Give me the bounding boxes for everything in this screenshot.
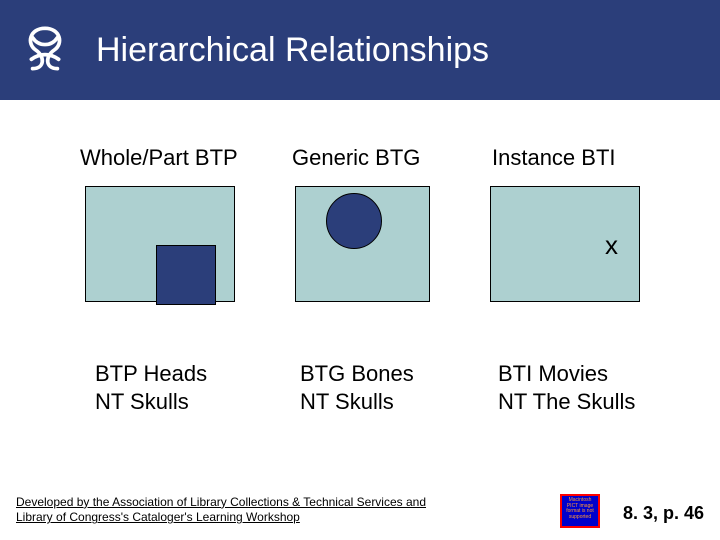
- footer: Developed by the Association of Library …: [0, 480, 720, 540]
- page-ref: 8. 3, p. 46: [623, 503, 704, 524]
- slide-title: Hierarchical Relationships: [96, 31, 489, 70]
- footer-credit: Developed by the Association of Library …: [16, 495, 426, 526]
- col1-label: Whole/Part BTP: [80, 145, 238, 171]
- col2-lower-line1: BTG Bones: [300, 361, 414, 386]
- col3-lower: BTI Movies NT The Skulls: [498, 360, 635, 415]
- col1-lower: BTP Heads NT Skulls: [95, 360, 207, 415]
- col1-lower-line1: BTP Heads: [95, 361, 207, 386]
- col2-label: Generic BTG: [292, 145, 420, 171]
- footer-line1: Developed by the Association of Library …: [16, 495, 426, 509]
- swirl-logo: [14, 19, 76, 81]
- col2-lower: BTG Bones NT Skulls: [300, 360, 414, 415]
- col3-x: x: [605, 230, 618, 261]
- content-area: Whole/Part BTP BTP Heads NT Skulls Gener…: [0, 100, 720, 480]
- header-bar: Hierarchical Relationships: [0, 0, 720, 100]
- col1-inner-square: [156, 245, 216, 305]
- col2-lower-line2: NT Skulls: [300, 389, 394, 414]
- col1-lower-line2: NT Skulls: [95, 389, 189, 414]
- logo-strokes: [30, 28, 59, 68]
- col1-box: [85, 186, 235, 302]
- col3-lower-line2: NT The Skulls: [498, 389, 635, 414]
- col2-inner-circle: [326, 193, 382, 249]
- col3-label: Instance BTI: [492, 145, 616, 171]
- col3-lower-line1: BTI Movies: [498, 361, 608, 386]
- col2-box: [295, 186, 430, 302]
- pict-badge: Macintosh PICT image format is not suppo…: [560, 494, 600, 528]
- footer-line2: Library of Congress's Cataloger's Learni…: [16, 510, 300, 524]
